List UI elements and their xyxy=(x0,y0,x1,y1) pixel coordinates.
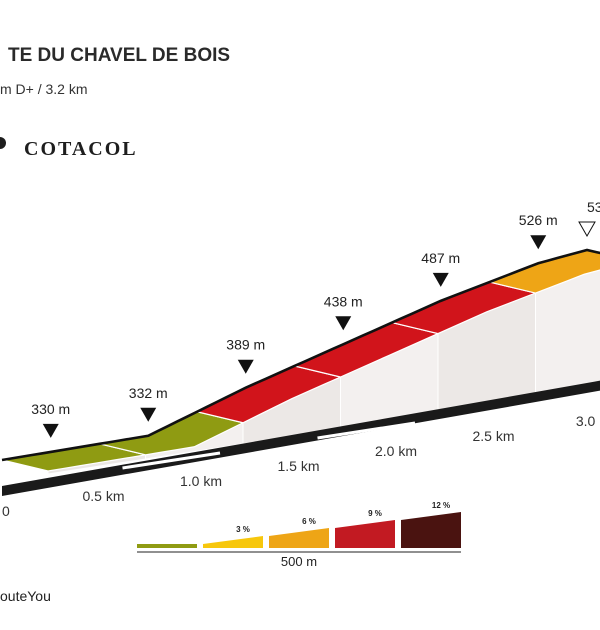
altitude-marker-icon xyxy=(335,316,352,331)
base-strip-dash xyxy=(317,421,416,440)
profile-base-strip xyxy=(2,380,600,496)
distance-tick-label: 1.5 km xyxy=(277,458,319,474)
base-strip-dash xyxy=(512,393,600,410)
tick-layer: 0 0.5 km 1.0 km 1.5 km 2.0 km 2.5 km 3.0 k xyxy=(2,413,600,519)
legend-label: 9 % xyxy=(368,509,382,518)
distance-tick-label: 2.5 km xyxy=(472,428,514,444)
profile-outline xyxy=(1,248,600,462)
marker-layer: 330 m 332 m 389 m 438 m 487 m 526 m 53 xyxy=(31,199,600,438)
legend-swatch xyxy=(269,528,329,548)
legend-label: 3 % xyxy=(236,525,250,534)
distance-tick-label: 3.0 k xyxy=(576,413,600,429)
altitude-label: 438 m xyxy=(324,293,363,309)
altitude-label: 389 m xyxy=(226,337,265,353)
distance-tick-label: 0 xyxy=(2,503,10,519)
altitude-marker-icon xyxy=(578,221,596,237)
distance-tick-label: 0.5 km xyxy=(82,488,124,504)
altitude-marker-icon xyxy=(237,359,254,374)
cotacol-logo: COTACOL xyxy=(0,124,138,162)
chart-title: TE DU CHAVEL DE BOIS xyxy=(8,45,230,66)
cotacol-logo-text: COTACOL xyxy=(24,138,138,160)
altitude-marker-icon xyxy=(432,272,449,287)
altitude-marker-icon xyxy=(42,423,59,438)
base-strip-dash xyxy=(122,451,221,470)
profile-layer xyxy=(1,248,600,496)
legend: 3 % 6 % 9 % 12 % 500 m xyxy=(137,501,461,569)
altitude-label: 332 m xyxy=(129,385,168,401)
legend-label: 6 % xyxy=(302,517,316,526)
altitude-marker-icon xyxy=(140,407,157,422)
legend-swatch xyxy=(137,544,197,548)
altitude-label: 53 xyxy=(587,199,600,215)
legend-swatch xyxy=(203,536,263,548)
altitude-label: 487 m xyxy=(421,250,460,266)
legend-swatch xyxy=(335,520,395,548)
altitude-label: 330 m xyxy=(31,401,70,417)
altitude-label: 526 m xyxy=(519,212,558,228)
legend-label: 12 % xyxy=(432,501,450,510)
legend-swatch xyxy=(401,512,461,548)
altitude-marker-icon xyxy=(530,235,547,250)
credit-text: outeYou xyxy=(0,588,51,604)
chart-subtitle: m D+ / 3.2 km xyxy=(0,81,88,97)
legend-scale-label: 500 m xyxy=(281,554,317,569)
distance-tick-label: 2.0 km xyxy=(375,443,417,459)
distance-tick-label: 1.0 km xyxy=(180,473,222,489)
cotacol-logo-dot xyxy=(0,137,6,149)
